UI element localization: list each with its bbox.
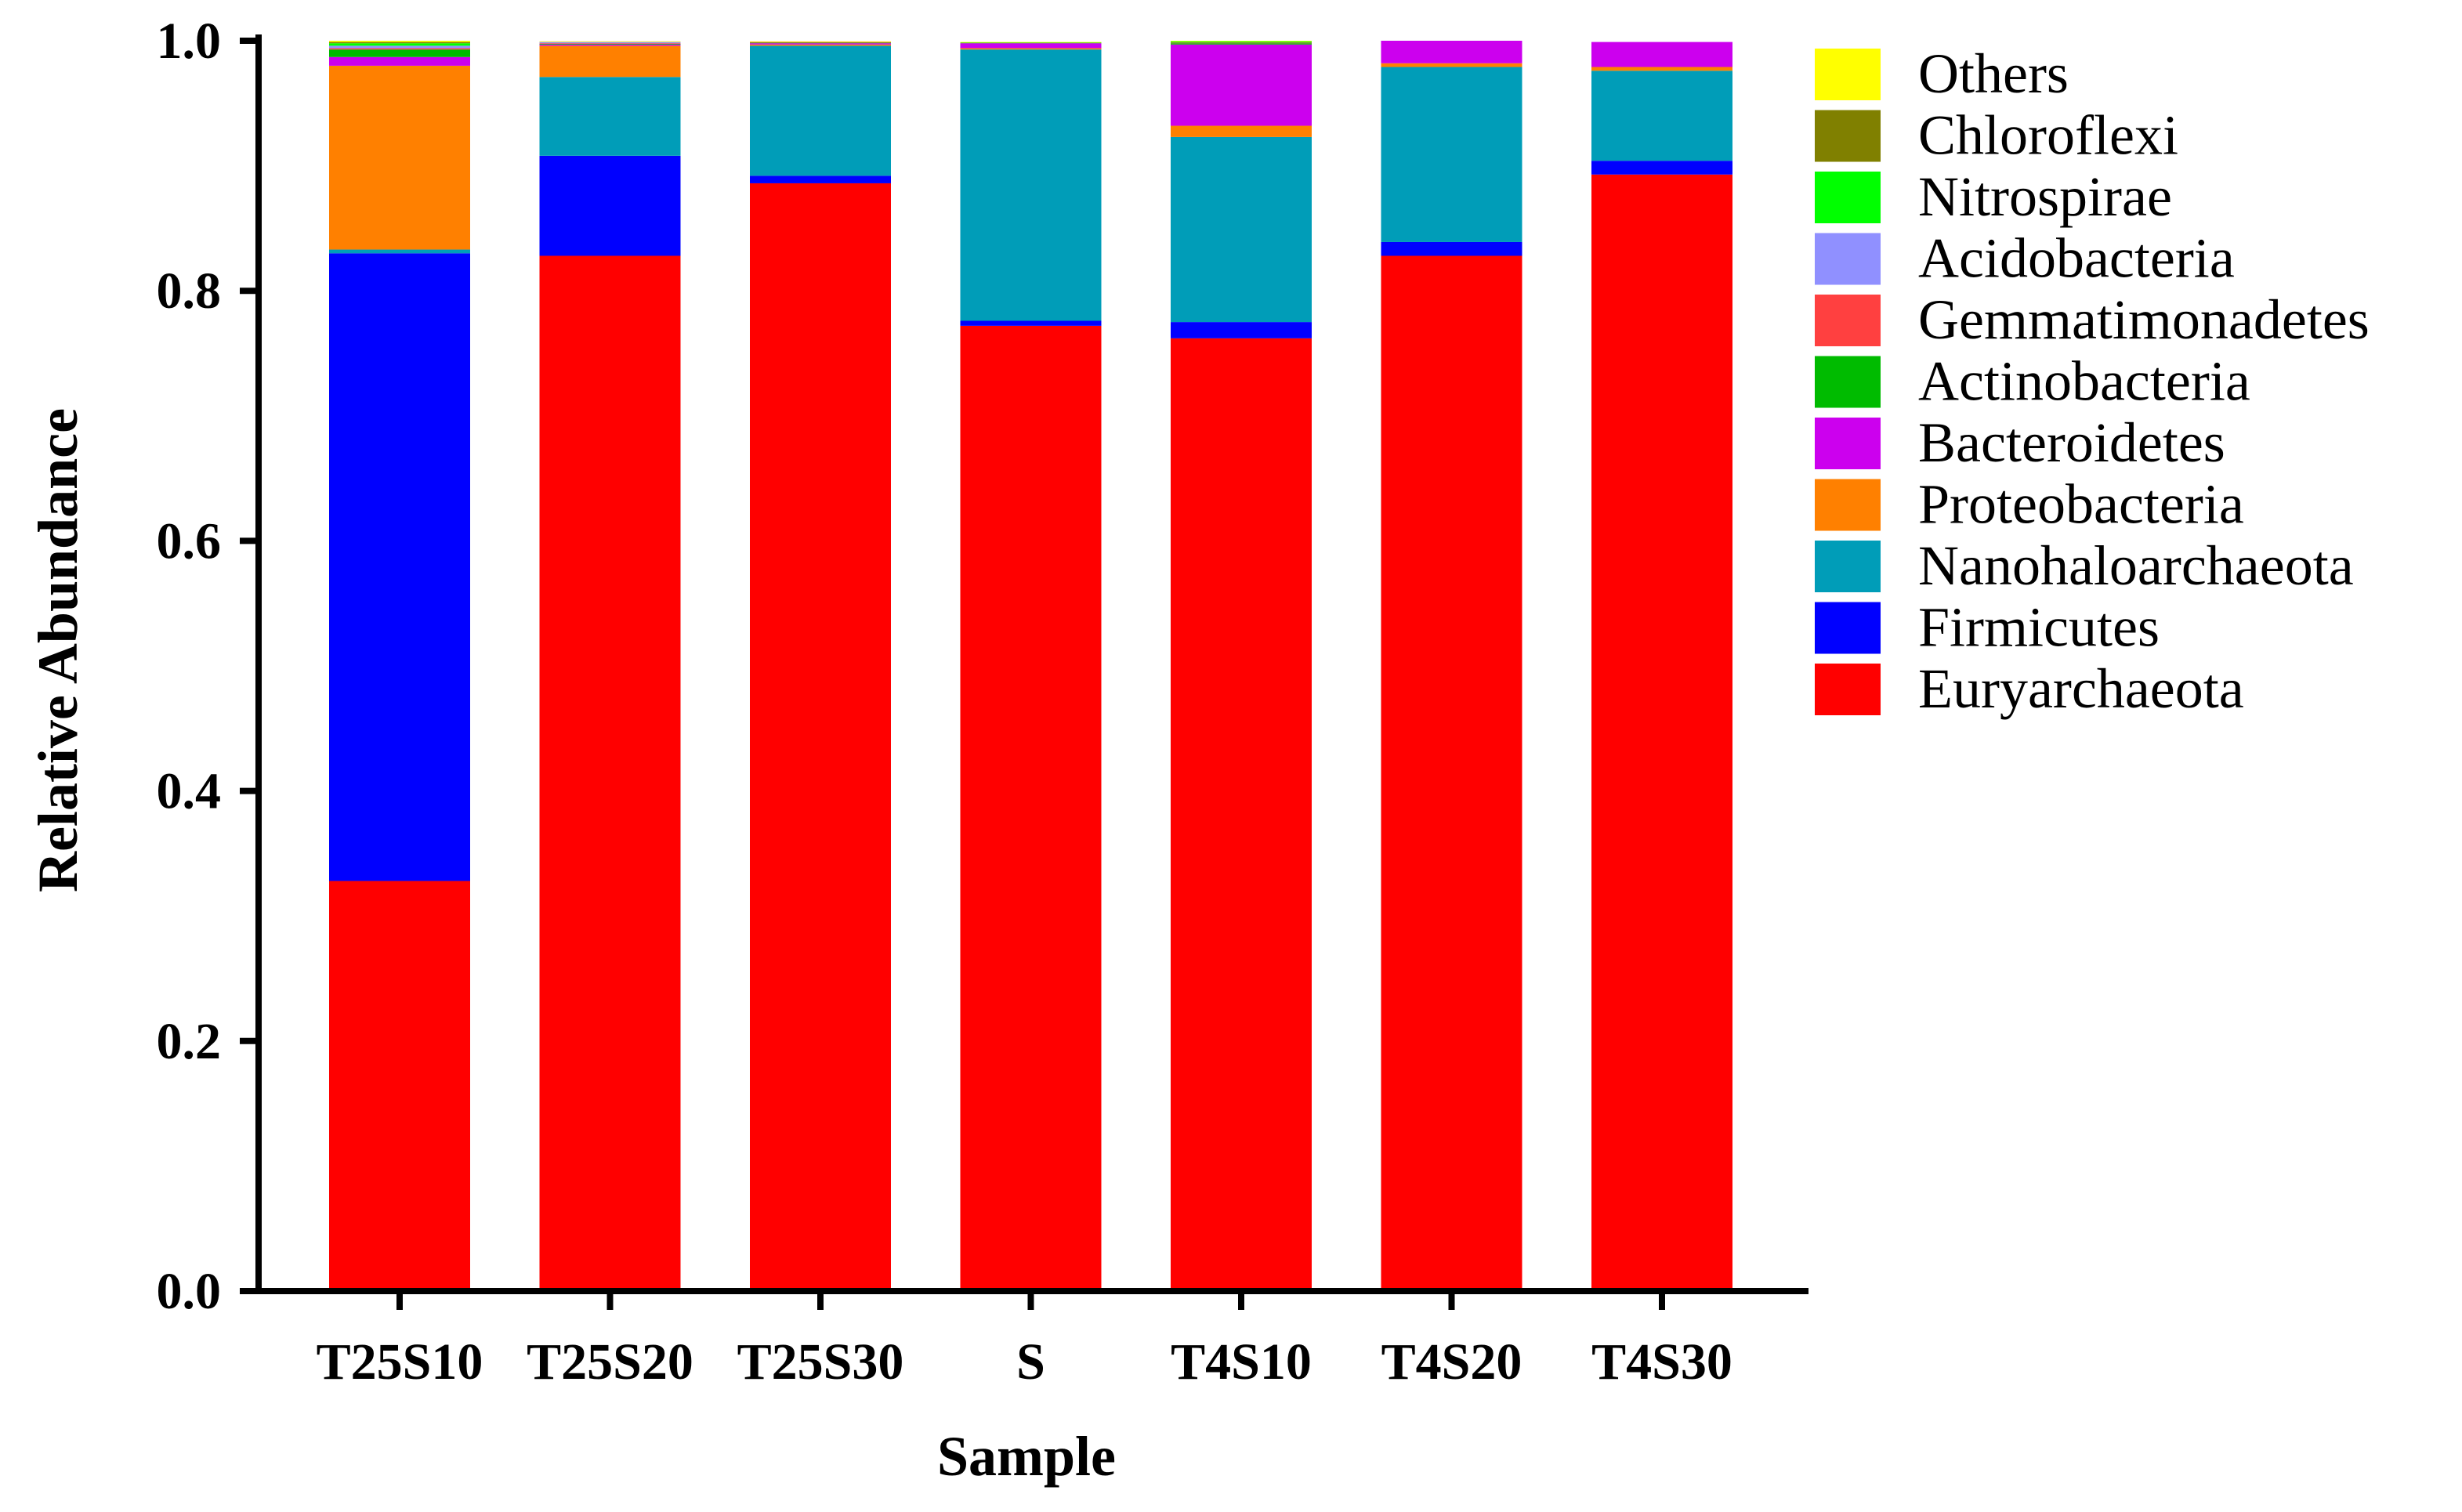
x-tick-label-t25s10: T25S10 — [317, 1333, 483, 1391]
y-tick-label: 0.6 — [157, 512, 222, 570]
legend-swatch-gemmatimonadetes — [1815, 295, 1881, 346]
legend-label-others: Others — [1918, 42, 2069, 105]
bar-segment-t25s10-firmicutes — [329, 253, 470, 881]
bar-segment-t4s10-others — [1171, 41, 1312, 42]
bar-segment-t4s10-euryarchaeota — [1171, 338, 1312, 1292]
legend-label-actinobacteria: Actinobacteria — [1918, 350, 2250, 413]
bar-segment-s-firmicutes — [960, 320, 1102, 326]
bar-segment-t25s10-chloroflexi — [329, 42, 470, 44]
bar-segment-t25s10-bacteroidetes — [329, 56, 470, 66]
y-tick-label: 0.0 — [157, 1263, 222, 1320]
bar-segment-t4s10-proteobacteria — [1171, 125, 1312, 137]
bar-segment-t25s10-euryarchaeota — [329, 881, 470, 1291]
bar-segment-t4s10-nitrospirae — [1171, 41, 1312, 43]
x-tick-label-s: S — [1016, 1333, 1045, 1391]
bar-segment-t4s10-nanohaloarchaeota — [1171, 136, 1312, 323]
bar-segment-t25s30-euryarchaeota — [750, 183, 891, 1292]
x-tick-label-t25s20: T25S20 — [527, 1333, 693, 1391]
legend-label-firmicutes: Firmicutes — [1918, 596, 2160, 659]
bar-segment-t4s20-euryarchaeota — [1381, 255, 1522, 1291]
bar-segment-t25s10-actinobacteria — [329, 49, 470, 57]
x-tick-label-t4s30: T4S30 — [1591, 1333, 1732, 1391]
bar-segment-t25s20-bacteroidetes — [539, 44, 681, 46]
legend-label-gemmatimonadetes: Gemmatimonadetes — [1918, 288, 2370, 351]
legend-swatch-nanohaloarchaeota — [1815, 541, 1881, 592]
y-tick-label: 0.8 — [157, 262, 222, 320]
legend-label-euryarchaeota: Euryarchaeota — [1918, 657, 2244, 720]
x-axis-title: Sample — [937, 1425, 1116, 1488]
legend-swatch-proteobacteria — [1815, 479, 1881, 531]
x-ticks: T25S10 T25S20 T25S30 S T4S10 T4S20 T4S30 — [317, 1291, 1732, 1391]
x-tick-label-t4s10: T4S10 — [1171, 1333, 1312, 1391]
legend-swatch-actinobacteria — [1815, 356, 1881, 408]
bar-segment-t25s10-nanohaloarchaeota — [329, 249, 470, 254]
bar-segment-t25s20-acidobacteria — [539, 42, 681, 44]
bar-segment-t25s10-gemmatimonadetes — [329, 48, 470, 50]
bar-segment-t25s10-proteobacteria — [329, 65, 470, 250]
legend-label-proteobacteria: Proteobacteria — [1918, 473, 2244, 536]
legend-swatch-euryarchaeota — [1815, 664, 1881, 715]
bar-segment-t4s30-proteobacteria — [1591, 67, 1732, 71]
legend-label-bacteroidetes: Bacteroidetes — [1918, 411, 2225, 474]
y-tick-label: 0.2 — [157, 1013, 222, 1070]
bar-segment-s-proteobacteria — [960, 48, 1102, 50]
y-tick-label: 1.0 — [157, 13, 222, 70]
bar-segment-t4s10-bacteroidetes — [1171, 44, 1312, 126]
bar-segment-t25s10-others — [329, 41, 470, 42]
bar-segment-t25s20-firmicutes — [539, 155, 681, 256]
y-axis-title: Relative Abundance — [27, 408, 89, 892]
x-tick-label-t4s20: T4S20 — [1381, 1333, 1522, 1391]
legend-label-nanohaloarchaeota: Nanohaloarchaeota — [1918, 534, 2354, 597]
legend: OthersChloroflexiNitrospiraeAcidobacteri… — [1815, 42, 2370, 720]
bar-segment-t4s30-firmicutes — [1591, 161, 1732, 175]
bar-segment-t25s30-proteobacteria — [750, 44, 891, 46]
bar-segment-t25s30-nanohaloarchaeota — [750, 45, 891, 176]
bar-segment-t25s30-firmicutes — [750, 175, 891, 183]
legend-swatch-acidobacteria — [1815, 233, 1881, 285]
legend-swatch-chloroflexi — [1815, 110, 1881, 162]
bar-segment-t4s20-proteobacteria — [1381, 63, 1522, 67]
bar-segment-t25s20-gemmatimonadetes — [539, 43, 681, 44]
bar-segment-t4s20-nanohaloarchaeota — [1381, 67, 1522, 242]
legend-swatch-nitrospirae — [1815, 172, 1881, 223]
legend-swatch-bacteroidetes — [1815, 418, 1881, 469]
bar-segment-s-euryarchaeota — [960, 325, 1102, 1291]
bar-segment-t4s20-bacteroidetes — [1381, 41, 1522, 63]
bar-segment-s-bacteroidetes — [960, 43, 1102, 49]
bar-segment-t25s30-gemmatimonadetes — [750, 42, 891, 43]
bar-segment-t4s30-bacteroidetes — [1591, 42, 1732, 67]
bar-segment-t4s10-gemmatimonadetes — [1171, 42, 1312, 44]
bar-segment-t4s30-nanohaloarchaeota — [1591, 71, 1732, 161]
legend-label-chloroflexi: Chloroflexi — [1918, 104, 2178, 167]
bar-segment-t25s30-bacteroidetes — [750, 43, 891, 45]
y-ticks: 0.0 0.2 0.4 0.6 0.8 1.0 — [157, 13, 259, 1320]
bar-segment-t25s20-actinobacteria — [539, 43, 681, 45]
bar-segment-t25s20-nanohaloarchaeota — [539, 77, 681, 156]
legend-label-acidobacteria: Acidobacteria — [1918, 227, 2235, 290]
bar-segment-t4s20-firmicutes — [1381, 241, 1522, 256]
x-tick-label-t25s30: T25S30 — [737, 1333, 904, 1391]
bar-segment-s-actinobacteria — [960, 42, 1102, 44]
bar-segment-s-nanohaloarchaeota — [960, 49, 1102, 321]
bar-segment-t25s10-acidobacteria — [329, 45, 470, 49]
bar-segment-t25s30-actinobacteria — [750, 42, 891, 44]
y-tick-label: 0.4 — [157, 763, 222, 820]
bar-segment-t25s20-proteobacteria — [539, 45, 681, 78]
bar-segment-t25s10-nitrospirae — [329, 43, 470, 46]
bar-segment-t25s20-euryarchaeota — [539, 255, 681, 1291]
legend-swatch-others — [1815, 49, 1881, 100]
bar-segment-t4s10-firmicutes — [1171, 322, 1312, 338]
bar-segment-t4s10-actinobacteria — [1171, 43, 1312, 45]
legend-label-nitrospirae: Nitrospirae — [1918, 165, 2172, 228]
bar-area — [329, 41, 1732, 1292]
bar-segment-s-others — [960, 42, 1102, 43]
legend-swatch-firmicutes — [1815, 602, 1881, 654]
bar-segment-t4s30-euryarchaeota — [1591, 174, 1732, 1291]
